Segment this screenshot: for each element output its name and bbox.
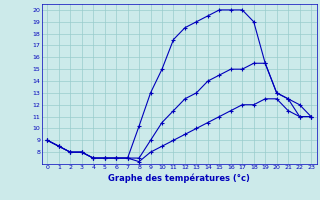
X-axis label: Graphe des températures (°c): Graphe des températures (°c)	[108, 173, 250, 183]
